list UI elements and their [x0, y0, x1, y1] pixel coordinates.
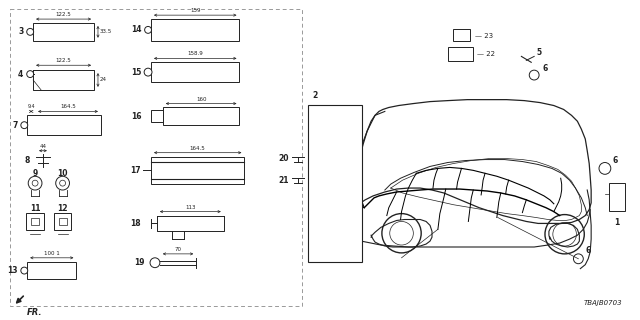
Text: 17: 17	[131, 166, 141, 175]
Bar	[28, 115, 101, 135]
Circle shape	[28, 176, 42, 190]
Text: 159: 159	[190, 8, 200, 13]
Text: TBAJB0703: TBAJB0703	[584, 300, 623, 306]
Text: 6: 6	[542, 64, 547, 73]
Bar	[10, 9, 302, 306]
Text: 33.5: 33.5	[100, 29, 112, 34]
Text: 2: 2	[312, 91, 317, 100]
Circle shape	[529, 70, 539, 80]
Bar	[151, 62, 239, 82]
Text: 20: 20	[278, 154, 289, 163]
Text: 5: 5	[536, 48, 541, 57]
Bar	[448, 47, 473, 61]
Text: 9.4: 9.4	[28, 104, 35, 109]
Circle shape	[60, 180, 65, 186]
Text: 15: 15	[131, 68, 141, 76]
Text: 122.5: 122.5	[56, 58, 72, 63]
Text: 6: 6	[612, 156, 618, 165]
Circle shape	[21, 267, 28, 274]
Text: 10: 10	[58, 169, 68, 178]
Circle shape	[553, 222, 577, 246]
Text: FR.: FR.	[28, 308, 43, 317]
Bar	[54, 212, 72, 230]
Text: 19: 19	[134, 258, 145, 267]
Bar	[452, 29, 470, 41]
Bar	[59, 218, 67, 225]
Text: 14: 14	[131, 25, 141, 34]
Bar	[151, 156, 244, 184]
Circle shape	[27, 71, 34, 77]
Text: 1: 1	[614, 218, 620, 227]
Circle shape	[573, 254, 583, 264]
Text: 11: 11	[30, 204, 40, 213]
Text: 158.9: 158.9	[188, 52, 203, 56]
Text: 7: 7	[12, 121, 17, 130]
Bar	[33, 23, 94, 41]
Bar	[151, 19, 239, 41]
Text: 70: 70	[175, 247, 182, 252]
Bar	[163, 108, 239, 125]
Text: 3: 3	[18, 27, 23, 36]
Text: 8: 8	[25, 156, 30, 165]
Text: — 22: — 22	[477, 52, 495, 58]
Circle shape	[599, 163, 611, 174]
Text: 13: 13	[7, 266, 17, 275]
Text: 164.5: 164.5	[190, 146, 205, 151]
Text: 16: 16	[131, 112, 141, 121]
Bar	[308, 105, 362, 262]
Bar	[609, 183, 625, 211]
Bar	[26, 212, 44, 230]
Bar	[28, 262, 76, 279]
Text: 122.5: 122.5	[56, 12, 72, 17]
Circle shape	[545, 215, 584, 254]
Circle shape	[56, 176, 70, 190]
Circle shape	[390, 221, 413, 245]
Circle shape	[21, 122, 28, 129]
Circle shape	[27, 28, 34, 35]
Text: 44: 44	[40, 144, 47, 149]
Text: 9: 9	[33, 169, 38, 178]
Bar	[31, 218, 39, 225]
Text: 6: 6	[585, 246, 591, 255]
Text: — 23: — 23	[476, 33, 493, 39]
Text: 164.5: 164.5	[60, 104, 76, 109]
Text: 113: 113	[185, 205, 196, 210]
Circle shape	[144, 68, 152, 76]
Text: 100 1: 100 1	[44, 251, 60, 256]
Text: 18: 18	[131, 219, 141, 228]
Text: 12: 12	[58, 204, 68, 213]
Text: 21: 21	[278, 176, 289, 185]
Bar	[151, 110, 163, 122]
Circle shape	[382, 213, 421, 253]
Circle shape	[150, 258, 160, 268]
Circle shape	[145, 27, 152, 33]
Text: 160: 160	[196, 97, 206, 101]
Circle shape	[32, 180, 38, 186]
Text: 24: 24	[100, 77, 107, 83]
Text: 4: 4	[18, 69, 23, 79]
